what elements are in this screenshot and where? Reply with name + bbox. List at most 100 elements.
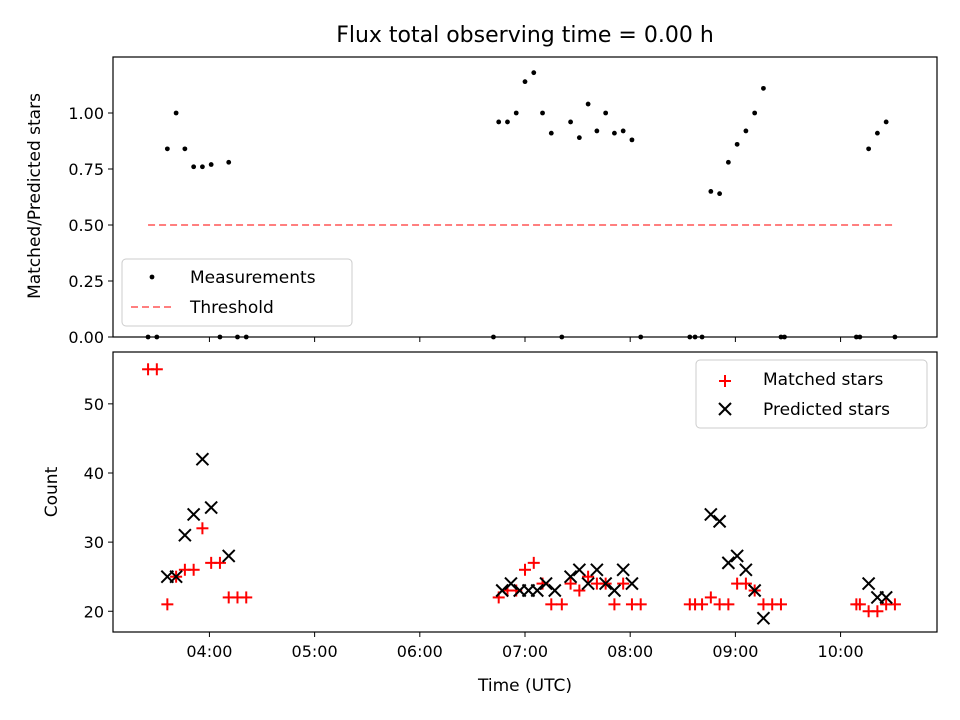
measurements-legend-label: Measurements [190,268,316,288]
top-legend-box [121,258,353,327]
bottom-x-tick-label: 08:00 [607,642,653,661]
measurements-point [866,146,872,152]
measurements-point [173,110,179,116]
x-axis-label: Time (UTC) [477,676,572,696]
bottom-x-tick-label: 06:00 [397,642,443,661]
measurements-point [226,159,232,165]
matched-legend-label: Matched stars [763,370,883,390]
matched-stars-point [564,577,577,590]
measurements-point [505,119,510,125]
matched-stars-point [187,563,200,576]
bottom-axis-ticks: 20 30 40 50 04:00 05:00 06:00 07:00 08:00 09:00 10… [84,395,864,661]
measurements-point [708,189,714,194]
bottom-y-tick-label: 30 [84,533,104,552]
matched-stars-point [196,522,209,535]
predicted-stars-point [572,563,587,577]
predicted-stars-point [581,576,595,591]
matched-stars-point [739,577,752,590]
predicted-stars-point [504,576,518,591]
matched-stars-point [161,598,174,611]
bottom-legend-box [695,359,928,429]
bottom-y-tick-label: 40 [84,464,104,483]
matched-stars-point [617,577,630,590]
matched-stars-point [774,598,787,611]
predicted-stars-point [548,583,562,598]
predicted-stars-point [607,583,622,598]
predicted-stars-point [616,563,630,577]
matched-stars-point [853,598,866,611]
bottom-x-tick-label: 09:00 [712,642,758,661]
measurements-point [761,85,766,91]
top-axis-ticks: 0.00 0.25 0.50 0.75 1.00 [68,104,842,347]
matched-stars-point [722,598,735,611]
measurements-legend-marker [149,274,155,280]
measurements-point [191,164,197,170]
predicted-stars-point [178,528,192,542]
matched-stars-point [704,591,717,604]
predicted-stars-point [739,563,753,577]
matched-stars-point [573,584,586,597]
top-y-tick-label: 0.75 [68,160,104,179]
predicted-stars-point [530,583,544,598]
bottom-x-tick-label: 05:00 [292,642,338,661]
measurements-point [522,79,528,85]
measurements-point [540,110,545,116]
count-panel: Count Time (UTC) 20 30 40 50 04:00 05:00 06:00… [42,351,938,696]
predicted-stars-point [861,576,876,591]
top-y-tick-label: 1.00 [68,104,104,123]
top-y-tick-label: 0.50 [68,216,104,235]
measurements-point [208,162,214,167]
predicted-stars-point [712,514,727,529]
measurements-point [883,119,889,125]
predicted-legend-marker [718,402,732,416]
bottom-plot-frame [112,351,938,633]
predicted-stars-point [879,590,893,605]
predicted-stars-point [625,576,639,591]
measurements-point [164,146,170,152]
bottom-x-tick-label: 07:00 [502,642,548,661]
matched-stars-point [634,598,647,611]
top-y-tick-label: 0.25 [68,272,104,291]
matched-legend-marker [719,375,731,387]
ratio-panel: Flux total observing time = 0.00 h Match… [25,23,938,347]
predicted-stars-point [169,569,183,584]
bottom-data-marks [142,363,901,625]
measurements-point [612,130,617,136]
predicted-stars-point [730,549,744,563]
measurements-point [182,146,188,152]
top-y-tick-label: 0.00 [68,328,104,347]
predicted-stars-point [590,563,604,577]
measurements-point [531,70,537,76]
measurements-point [594,128,600,134]
matched-stars-point [519,563,531,576]
measurements-point [725,159,731,165]
predicted-legend-label: Predicted stars [763,400,890,420]
matched-stars-point [582,570,595,583]
predicted-stars-point [756,611,771,625]
matched-stars-point [555,598,568,611]
measurements-point [629,137,635,143]
bottom-y-tick-label: 20 [84,602,104,621]
measurements-point [734,141,740,147]
bottom-y-axis-label: Count [42,466,62,517]
matched-stars-point [527,556,540,569]
predicted-stars-point [495,583,509,598]
measurements-point [603,110,609,116]
measurements-point [717,191,723,197]
predicted-stars-point [598,576,613,591]
measurements-point [513,110,519,116]
bottom-x-tick-label: 10:00 [818,642,864,661]
predicted-stars-point [195,452,210,466]
measurements-point [568,119,573,125]
predicted-stars-point [222,549,236,563]
predicted-stars-point [539,576,553,591]
measurements-point [752,110,758,116]
measurements-point [200,164,205,170]
predicted-stars-point [563,569,578,584]
measurements-point [743,128,749,134]
threshold-legend-label: Threshold [189,298,274,318]
matched-stars-point [888,598,901,611]
top-legend: Measurements Threshold [121,258,353,327]
matched-stars-point [608,598,621,611]
